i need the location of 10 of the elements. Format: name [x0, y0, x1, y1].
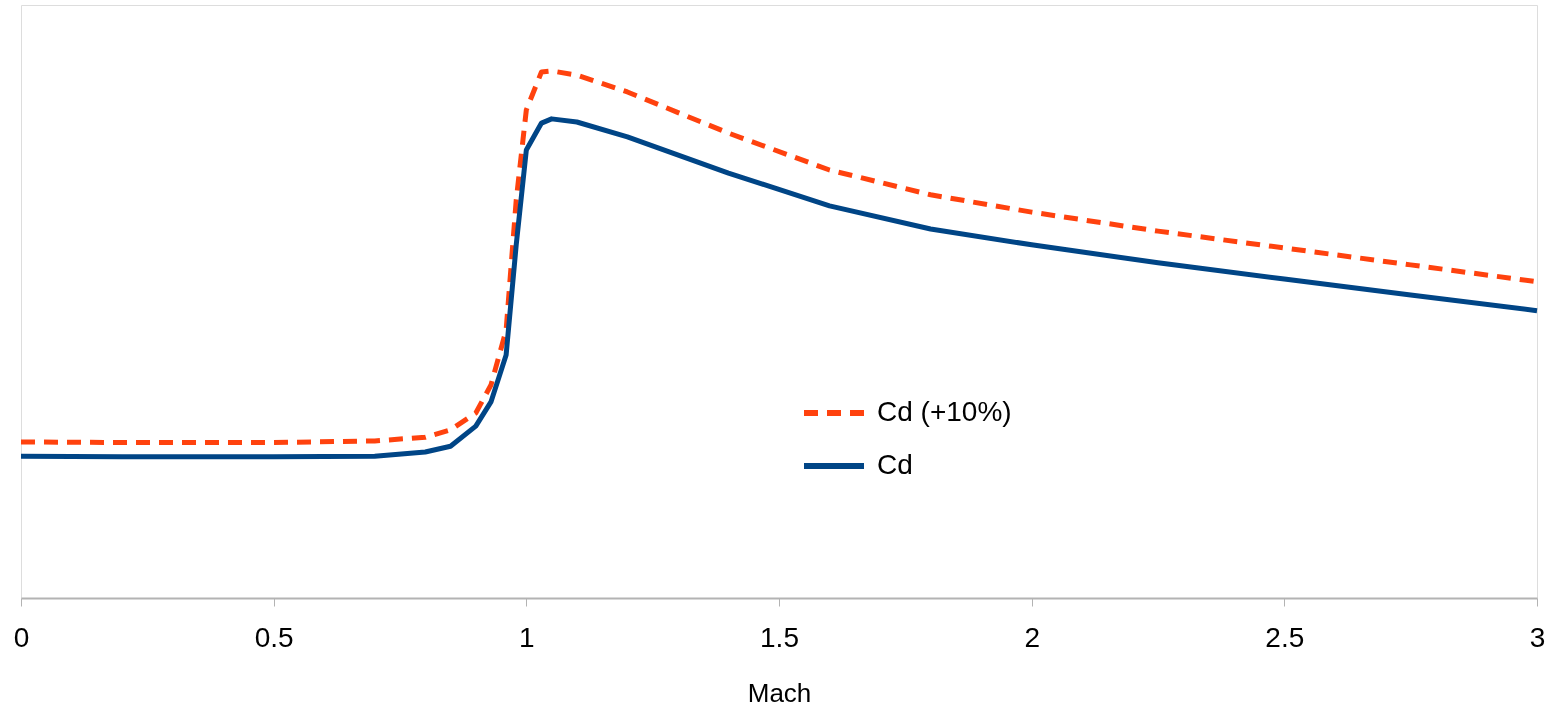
x-tick-label: 0 — [13, 621, 30, 653]
x-tick-label: 0.5 — [254, 621, 294, 653]
x-tick-label: 3 — [1529, 621, 1546, 653]
x-tick-label: 2 — [1024, 621, 1040, 653]
x-tick-label: 2.5 — [1265, 621, 1305, 653]
x-tick-label: 1.5 — [760, 621, 799, 653]
x-tick-label: 1 — [519, 621, 535, 653]
x-axis-title: Mach — [747, 677, 812, 708]
legend-label: Cd — [877, 449, 913, 480]
legend-label: Cd (+10%) — [877, 396, 1012, 427]
